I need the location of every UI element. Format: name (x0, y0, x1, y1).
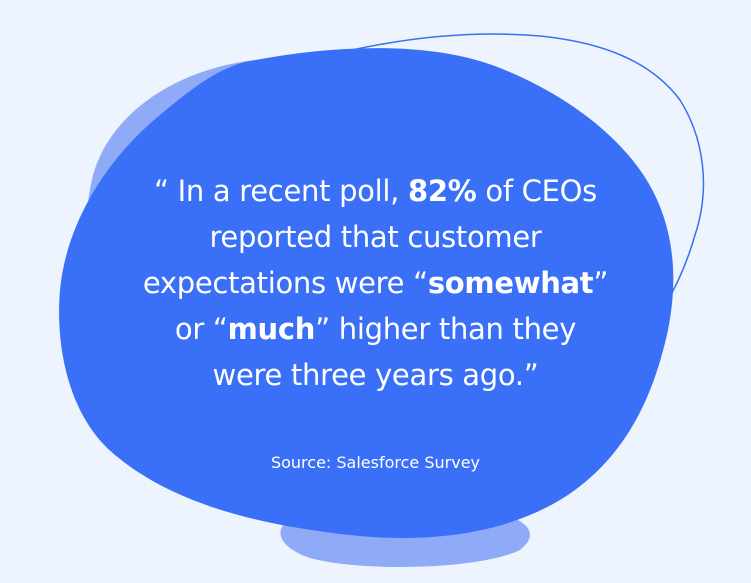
main-blob (59, 48, 674, 538)
source-caption: Source: Salesforce Survey (270, 453, 481, 472)
quote-line-1: “ In a recent poll, 82% of CEOs (100, 168, 651, 214)
quote-text: “ In a recent poll, 82% of CEOs reported… (100, 168, 651, 398)
quote-line-1-start: “ In a recent poll, (154, 174, 408, 208)
quote-line-2: reported that customer (209, 220, 542, 254)
quote-line-1-end: of CEOs (476, 174, 597, 208)
quote-line-4: or “much” higher than they (100, 306, 651, 352)
quote-line-3-end: ” (593, 266, 609, 300)
quote-line-3-start: expectations were “ (142, 266, 428, 300)
quote-highlight-somewhat: somewhat (427, 266, 594, 300)
quote-highlight-much: much (227, 312, 316, 346)
quote-line-3: expectations were “somewhat” (100, 260, 651, 306)
quote-line-4-end: ” higher than they (315, 312, 577, 346)
quote-line-4-start: or “ (174, 312, 228, 346)
quote-line-5: were three years ago.” (212, 358, 539, 392)
quote-highlight-82: 82% (407, 174, 477, 208)
outline-blob (114, 33, 705, 321)
